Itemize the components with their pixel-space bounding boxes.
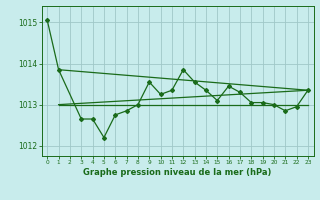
X-axis label: Graphe pression niveau de la mer (hPa): Graphe pression niveau de la mer (hPa) [84, 168, 272, 177]
